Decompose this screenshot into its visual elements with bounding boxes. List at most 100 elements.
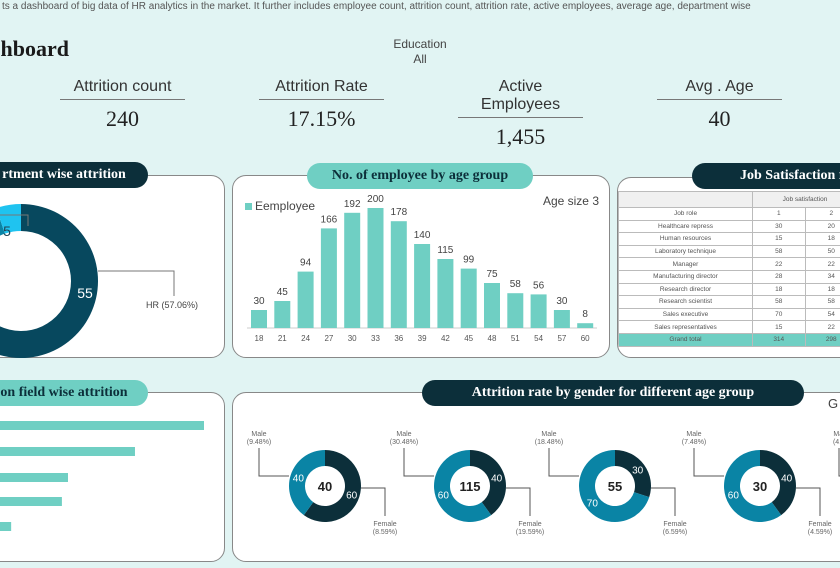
bar <box>251 310 267 328</box>
x-tick-label: 33 <box>371 334 380 343</box>
table-cell: 15 <box>753 233 806 246</box>
segment-label: 5 <box>3 223 11 239</box>
bar-value-label: 30 <box>253 296 265 307</box>
bar-value-label: 58 <box>510 279 522 290</box>
male-label: Male <box>396 431 411 438</box>
bar-value-label: 30 <box>556 296 568 307</box>
bar-value-label: 166 <box>321 214 338 225</box>
female-callout-line <box>651 488 675 516</box>
x-tick-label: 45 <box>464 334 473 343</box>
table-cell: 18 <box>753 283 806 296</box>
table-cell: 30 <box>753 220 806 233</box>
x-tick-label: 30 <box>348 334 357 343</box>
x-tick-label: 24 <box>301 334 310 343</box>
education-bar <box>0 473 68 482</box>
table-cell <box>619 192 753 208</box>
bar-value-label: 115 <box>437 245 453 256</box>
bar <box>437 259 453 328</box>
male-label: (7.48%) <box>682 439 707 446</box>
male-label: (9.48%) <box>247 439 272 446</box>
x-tick-label: 18 <box>255 334 264 343</box>
table-cell: Human resources <box>619 233 753 246</box>
female-value: 40 <box>491 473 503 484</box>
group-header-row: Job satisfaction <box>619 192 840 208</box>
x-tick-label: 54 <box>534 334 543 343</box>
table-cell: Laboratory technique <box>619 245 753 258</box>
filter-label: Education <box>380 37 460 52</box>
bar-value-label: 99 <box>463 255 475 266</box>
kpi-value: 40 <box>657 106 782 132</box>
table-cell: Grand total <box>619 333 753 346</box>
x-tick-label: 48 <box>488 334 497 343</box>
table-cell: 34 <box>805 270 840 283</box>
female-value: 30 <box>632 466 644 477</box>
bar <box>298 272 314 328</box>
male-label: (4.4 <box>833 439 840 446</box>
gender-donut-charts: 406040Male(9.48%)Female(8.59%)1154060Mal… <box>233 393 840 563</box>
donut-total: 30 <box>753 479 767 494</box>
table-cell: 15 <box>753 321 806 334</box>
female-label: Female <box>663 521 686 528</box>
x-tick-label: 51 <box>511 334 520 343</box>
kpi-avg-age: Avg . Age 40 <box>657 78 782 132</box>
bar <box>344 213 360 328</box>
male-callout-line <box>259 448 289 476</box>
kpi-label: Avg . Age <box>657 78 782 100</box>
callout-line <box>98 271 174 296</box>
male-value: 60 <box>438 491 450 502</box>
kpi-label: Attrition count <box>60 78 185 100</box>
table-cell: Research director <box>619 283 753 296</box>
bar-value-label: 192 <box>344 199 361 210</box>
department-attrition-title: rtment wise attrition <box>0 162 148 188</box>
table-cell: 58 <box>753 245 806 258</box>
filter-value: All <box>380 52 460 67</box>
female-label: (19.59%) <box>516 529 544 536</box>
education-bar-chart <box>0 393 226 563</box>
table-cell: 50 <box>805 245 840 258</box>
education-attrition-title: on field wise attrition <box>0 380 148 406</box>
bar <box>531 294 547 328</box>
education-bar <box>0 497 62 506</box>
x-tick-label: 27 <box>324 334 333 343</box>
male-value: 70 <box>587 498 599 509</box>
female-label: Female <box>808 521 831 528</box>
education-bar <box>0 421 204 430</box>
table-cell: 20 <box>805 220 840 233</box>
table-cell: 58 <box>753 296 806 309</box>
table-cell: 298 <box>805 333 840 346</box>
bar <box>274 301 290 328</box>
male-label: Mal <box>833 431 840 438</box>
donut-total: 115 <box>460 479 481 494</box>
legend-label: Eemployee <box>255 199 315 213</box>
table-cell: 54 <box>805 308 840 321</box>
x-tick-label: 57 <box>557 334 566 343</box>
education-bar <box>0 522 11 531</box>
education-filter[interactable]: Education All <box>380 37 460 67</box>
table-cell: Manager <box>619 258 753 271</box>
female-value: 40 <box>781 473 793 484</box>
callout-label: HR (57.06%) <box>146 300 198 310</box>
bar <box>368 208 384 328</box>
bar-value-label: 45 <box>277 287 289 298</box>
table-cell: 70 <box>753 308 806 321</box>
table-cell: 58 <box>805 296 840 309</box>
segment-label: 55 <box>77 285 93 301</box>
bar <box>461 269 477 328</box>
male-callout-line <box>694 448 724 476</box>
bar-value-label: 8 <box>582 309 588 320</box>
